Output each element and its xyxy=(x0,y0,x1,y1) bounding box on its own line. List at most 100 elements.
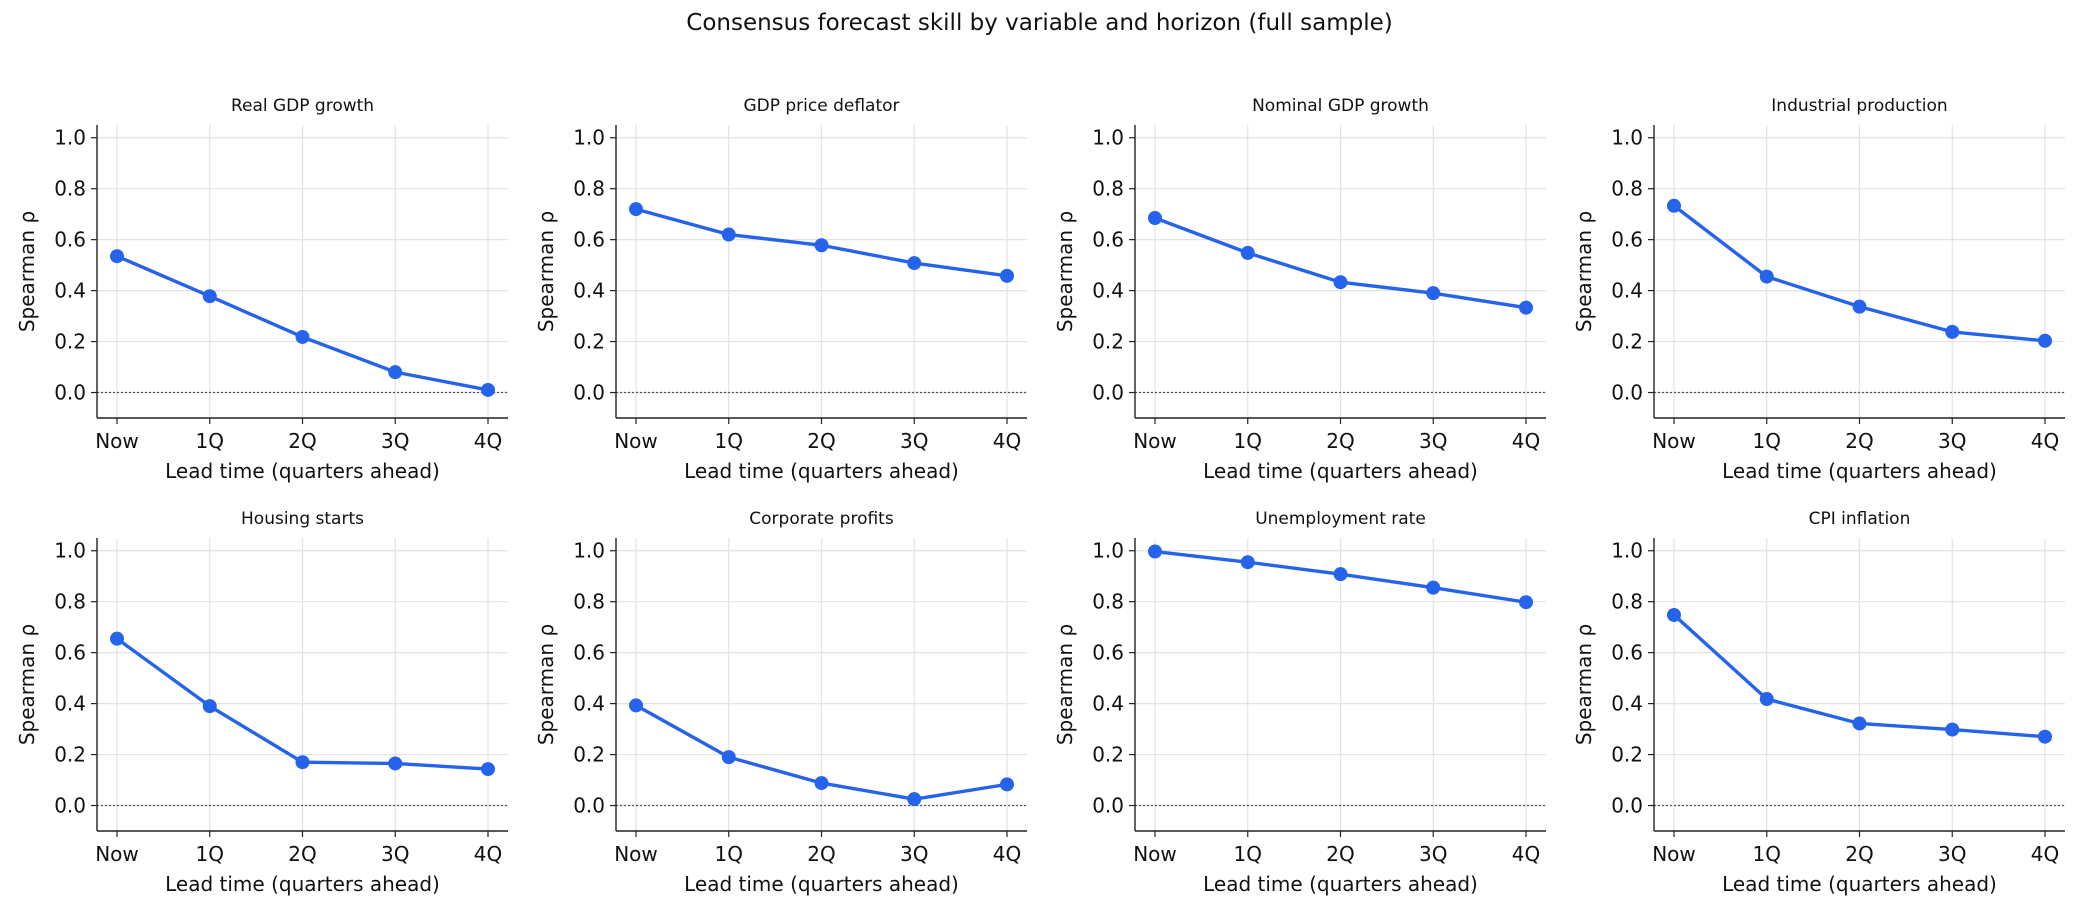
data-point xyxy=(2038,729,2052,744)
x-tick-label: 2Q xyxy=(1326,429,1354,453)
x-axis-label: Lead time (quarters ahead) xyxy=(1722,872,1997,896)
y-tick-label: 0.6 xyxy=(1611,641,1643,665)
y-tick-label: 0.0 xyxy=(1092,381,1124,405)
x-tick-label: Now xyxy=(95,842,139,866)
x-tick-label: 3Q xyxy=(1419,429,1447,453)
x-tick-label: 4Q xyxy=(2031,842,2059,866)
y-tick-label: 0.0 xyxy=(1611,381,1643,405)
x-tick-label: 1Q xyxy=(196,842,224,866)
x-tick-label: 1Q xyxy=(715,429,743,453)
x-tick-label: 1Q xyxy=(1234,429,1262,453)
subplot-title: Corporate profits xyxy=(749,509,894,529)
y-axis-label: Spearman ρ xyxy=(534,211,558,332)
x-tick-label: 3Q xyxy=(900,842,928,866)
y-axis-label: Spearman ρ xyxy=(534,624,558,745)
y-tick-label: 0.2 xyxy=(573,743,605,767)
x-axis-label: Lead time (quarters ahead) xyxy=(684,459,959,483)
y-tick-label: 0.0 xyxy=(1611,794,1643,818)
y-tick-label: 0.8 xyxy=(1611,590,1643,614)
y-tick-label: 0.2 xyxy=(1611,743,1643,767)
y-tick-label: 0.8 xyxy=(1092,177,1124,201)
data-point xyxy=(1945,324,1960,339)
x-tick-label: 3Q xyxy=(1938,842,1966,866)
data-point xyxy=(1000,268,1014,283)
data-point xyxy=(1667,607,1681,622)
y-tick-label: 1.0 xyxy=(1092,539,1124,563)
y-tick-label: 0.6 xyxy=(54,228,86,252)
data-point xyxy=(1333,567,1348,582)
data-point xyxy=(1240,245,1255,260)
figure-title: Consensus forecast skill by variable and… xyxy=(686,10,1393,36)
x-axis-label: Lead time (quarters ahead) xyxy=(165,459,440,483)
x-tick-label: 3Q xyxy=(900,429,928,453)
subplot-title: Real GDP growth xyxy=(231,96,374,116)
y-tick-label: 0.6 xyxy=(573,641,605,665)
x-tick-label: Now xyxy=(95,429,139,453)
x-tick-label: 4Q xyxy=(1512,429,1540,453)
x-tick-label: 4Q xyxy=(2031,429,2059,453)
x-tick-label: 4Q xyxy=(474,429,502,453)
data-point xyxy=(907,256,922,271)
y-tick-label: 1.0 xyxy=(54,126,86,150)
y-tick-label: 0.2 xyxy=(54,330,86,354)
x-tick-label: 1Q xyxy=(1753,842,1781,866)
x-tick-label: 1Q xyxy=(1753,429,1781,453)
y-tick-label: 0.0 xyxy=(54,794,86,818)
data-point xyxy=(629,202,643,217)
data-point xyxy=(388,365,403,380)
x-tick-label: 2Q xyxy=(807,842,835,866)
y-tick-label: 1.0 xyxy=(1611,126,1643,150)
data-point xyxy=(388,756,403,771)
x-tick-label: 3Q xyxy=(1419,842,1447,866)
data-point xyxy=(1759,692,1774,707)
x-axis-label: Lead time (quarters ahead) xyxy=(684,872,959,896)
y-tick-label: 0.4 xyxy=(1611,692,1643,716)
y-tick-label: 1.0 xyxy=(1092,126,1124,150)
y-tick-label: 1.0 xyxy=(573,539,605,563)
y-axis-label: Spearman ρ xyxy=(1053,211,1077,332)
data-point xyxy=(721,227,736,242)
data-point xyxy=(295,755,310,770)
y-tick-label: 0.6 xyxy=(573,228,605,252)
data-point xyxy=(481,382,495,397)
y-tick-label: 0.6 xyxy=(54,641,86,665)
data-point xyxy=(2038,333,2052,348)
y-axis-label: Spearman ρ xyxy=(1572,624,1596,745)
data-point xyxy=(1945,722,1960,737)
y-tick-label: 0.0 xyxy=(54,381,86,405)
x-tick-label: Now xyxy=(1133,842,1177,866)
data-point xyxy=(202,699,217,714)
x-tick-label: 2Q xyxy=(288,429,316,453)
y-tick-label: 0.8 xyxy=(573,590,605,614)
x-tick-label: 4Q xyxy=(1512,842,1540,866)
data-point xyxy=(202,289,217,304)
data-point xyxy=(1426,286,1441,301)
y-tick-label: 0.0 xyxy=(573,794,605,818)
y-tick-label: 0.4 xyxy=(1611,279,1643,303)
x-axis-label: Lead time (quarters ahead) xyxy=(165,872,440,896)
x-tick-label: Now xyxy=(1133,429,1177,453)
data-point xyxy=(481,762,495,777)
data-point xyxy=(721,750,736,765)
data-point xyxy=(814,238,829,253)
y-tick-label: 0.4 xyxy=(1092,279,1124,303)
data-point xyxy=(1333,275,1348,290)
x-tick-label: 3Q xyxy=(1938,429,1966,453)
x-tick-label: Now xyxy=(614,842,658,866)
x-tick-label: 2Q xyxy=(1326,842,1354,866)
subplot-title: Unemployment rate xyxy=(1255,509,1426,529)
y-tick-label: 0.0 xyxy=(1092,794,1124,818)
subplot-title: Industrial production xyxy=(1771,96,1947,116)
data-point xyxy=(1519,595,1533,610)
x-tick-label: 2Q xyxy=(1845,842,1873,866)
y-axis-label: Spearman ρ xyxy=(1053,624,1077,745)
x-tick-label: 4Q xyxy=(993,842,1021,866)
x-axis-label: Lead time (quarters ahead) xyxy=(1722,459,1997,483)
data-point xyxy=(814,776,829,791)
y-axis-label: Spearman ρ xyxy=(1572,211,1596,332)
y-tick-label: 0.6 xyxy=(1092,228,1124,252)
data-point xyxy=(1519,300,1533,315)
y-tick-label: 0.6 xyxy=(1611,228,1643,252)
x-tick-label: 2Q xyxy=(807,429,835,453)
y-tick-label: 0.2 xyxy=(1611,330,1643,354)
